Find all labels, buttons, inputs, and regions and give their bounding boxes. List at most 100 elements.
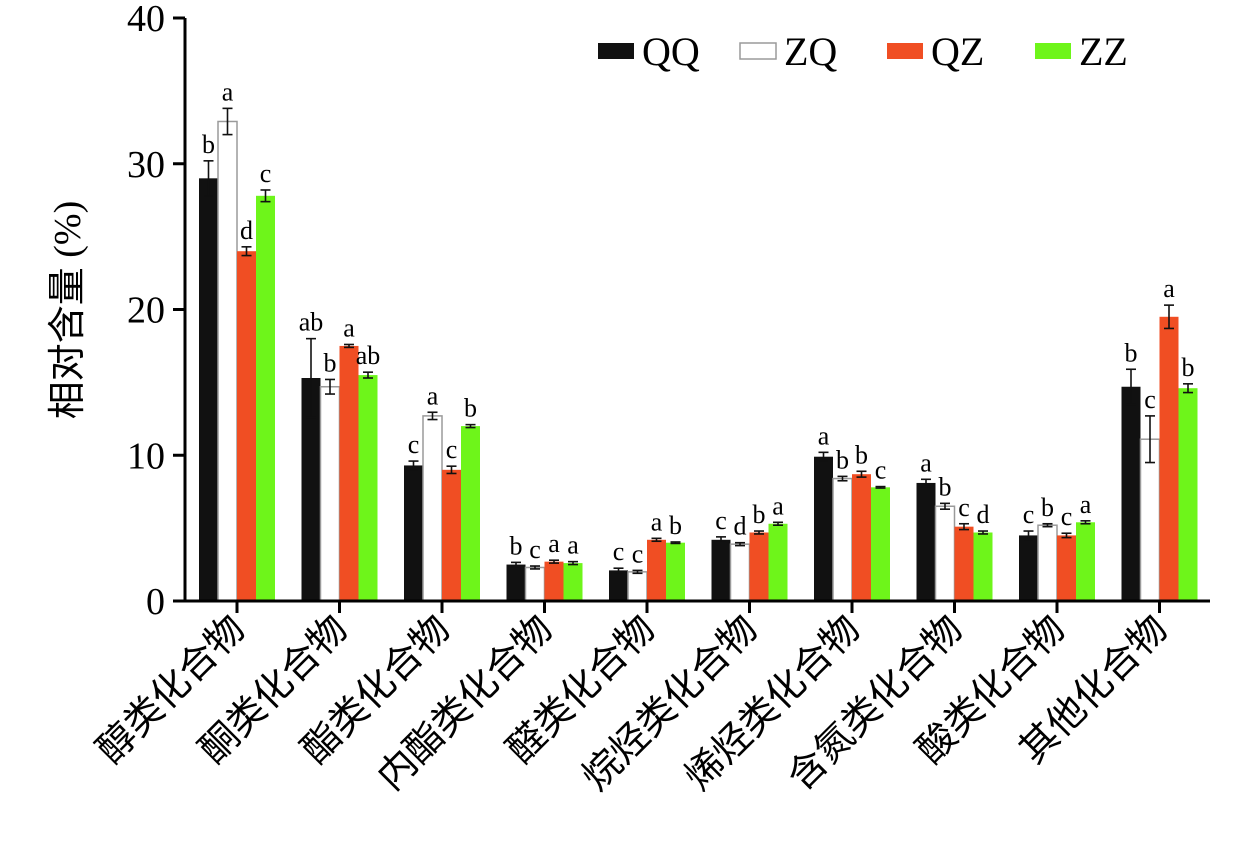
x-tick-label: 含氮类化合物: [780, 608, 971, 799]
data-label: d: [734, 512, 747, 541]
y-axis-label: 相对含量 (%): [47, 201, 89, 419]
bar: [256, 195, 275, 601]
y-tick-label: 0: [146, 581, 165, 623]
bar: [404, 465, 423, 601]
data-label: d: [977, 500, 990, 529]
bar: [237, 251, 256, 601]
bar: [319, 385, 341, 602]
x-tick-label: 内酯类化合物: [370, 608, 561, 799]
data-label: b: [1182, 353, 1195, 382]
bar: [217, 120, 238, 602]
data-label: b: [836, 445, 849, 474]
bar: [711, 539, 731, 601]
legend-swatch: [598, 43, 634, 59]
bar: [871, 487, 890, 601]
bar: [563, 563, 583, 601]
data-label: a: [1163, 274, 1175, 303]
bar: [647, 539, 666, 601]
data-label: b: [202, 130, 215, 159]
bar: [506, 564, 526, 601]
bar: [729, 543, 751, 602]
bar: [442, 469, 461, 601]
data-label: ab: [356, 341, 381, 370]
bar: [524, 566, 546, 602]
data-label: c: [529, 535, 541, 564]
data-label: c: [632, 539, 644, 568]
x-axis: 醇类化合物酮类化合物酯类化合物内酯类化合物醛类化合物烷烃类化合物烯烃类化合物含氮…: [89, 599, 1210, 799]
data-label: b: [939, 472, 952, 501]
y-axis: 0 10 20 30 40: [127, 0, 187, 623]
bar: [422, 415, 443, 602]
bar: [832, 477, 853, 602]
y-tick-label: 30: [127, 144, 165, 186]
data-label: c: [408, 430, 420, 459]
data-label: a: [343, 313, 355, 342]
data-label: b: [855, 440, 868, 469]
data-label: c: [446, 435, 458, 464]
data-label: b: [669, 511, 682, 540]
data-label: b: [1125, 338, 1138, 367]
bar: [666, 542, 685, 601]
data-label: b: [324, 348, 337, 377]
data-label: c: [875, 456, 887, 485]
bar: [1178, 388, 1198, 601]
bar: [916, 482, 936, 601]
data-label: a: [1080, 490, 1092, 519]
data-label: a: [548, 529, 560, 558]
data-label: c: [1144, 385, 1156, 414]
bar: [609, 570, 628, 601]
data-label: ab: [299, 308, 324, 337]
legend-label: ZZ: [1079, 29, 1128, 74]
data-label: c: [1061, 502, 1073, 531]
bar: [973, 532, 993, 601]
bar: [954, 526, 974, 601]
bar: [358, 375, 378, 601]
legend-swatch: [739, 42, 777, 60]
y-tick-label: 20: [127, 290, 165, 332]
bar: [1037, 524, 1058, 602]
data-label: b: [753, 500, 766, 529]
y-tick-label: 40: [127, 0, 165, 40]
bar: [339, 345, 359, 601]
x-tick-label: 烯烃类化合物: [677, 608, 868, 799]
data-label: a: [222, 77, 234, 106]
data-label: a: [818, 421, 830, 450]
bar: [301, 378, 321, 601]
bar: [768, 523, 788, 601]
bar: [627, 571, 648, 602]
bar: [461, 426, 480, 601]
data-label: b: [464, 394, 477, 423]
y-tick-label: 10: [127, 435, 165, 477]
data-label: c: [958, 493, 970, 522]
legend: QQ ZQ QZ ZZ: [598, 29, 1128, 74]
bar: [1076, 522, 1095, 601]
bar: [749, 532, 769, 601]
data-label: b: [1041, 493, 1054, 522]
data-label: a: [920, 448, 932, 477]
bar: [1139, 438, 1161, 602]
bar: [1159, 316, 1179, 601]
data-label: a: [772, 491, 784, 520]
bar: [934, 505, 956, 602]
bar: [1057, 535, 1076, 601]
data-label: b: [510, 531, 523, 560]
data-label: a: [567, 531, 579, 560]
data-label: a: [427, 381, 439, 410]
legend-label: QZ: [931, 29, 984, 74]
data-label: a: [651, 507, 663, 536]
bar: [1019, 535, 1038, 601]
data-label: c: [613, 537, 625, 566]
x-tick-label: 烷烃类化合物: [575, 608, 766, 799]
data-label: c: [1023, 500, 1035, 529]
bar: [814, 456, 833, 601]
bar: [1121, 386, 1141, 601]
bar: [852, 474, 871, 601]
data-label: c: [715, 506, 727, 535]
data-label: c: [260, 159, 272, 188]
bar: [199, 178, 218, 601]
data-label: d: [240, 216, 253, 245]
bar: [544, 561, 564, 601]
legend-label: ZQ: [784, 29, 837, 74]
